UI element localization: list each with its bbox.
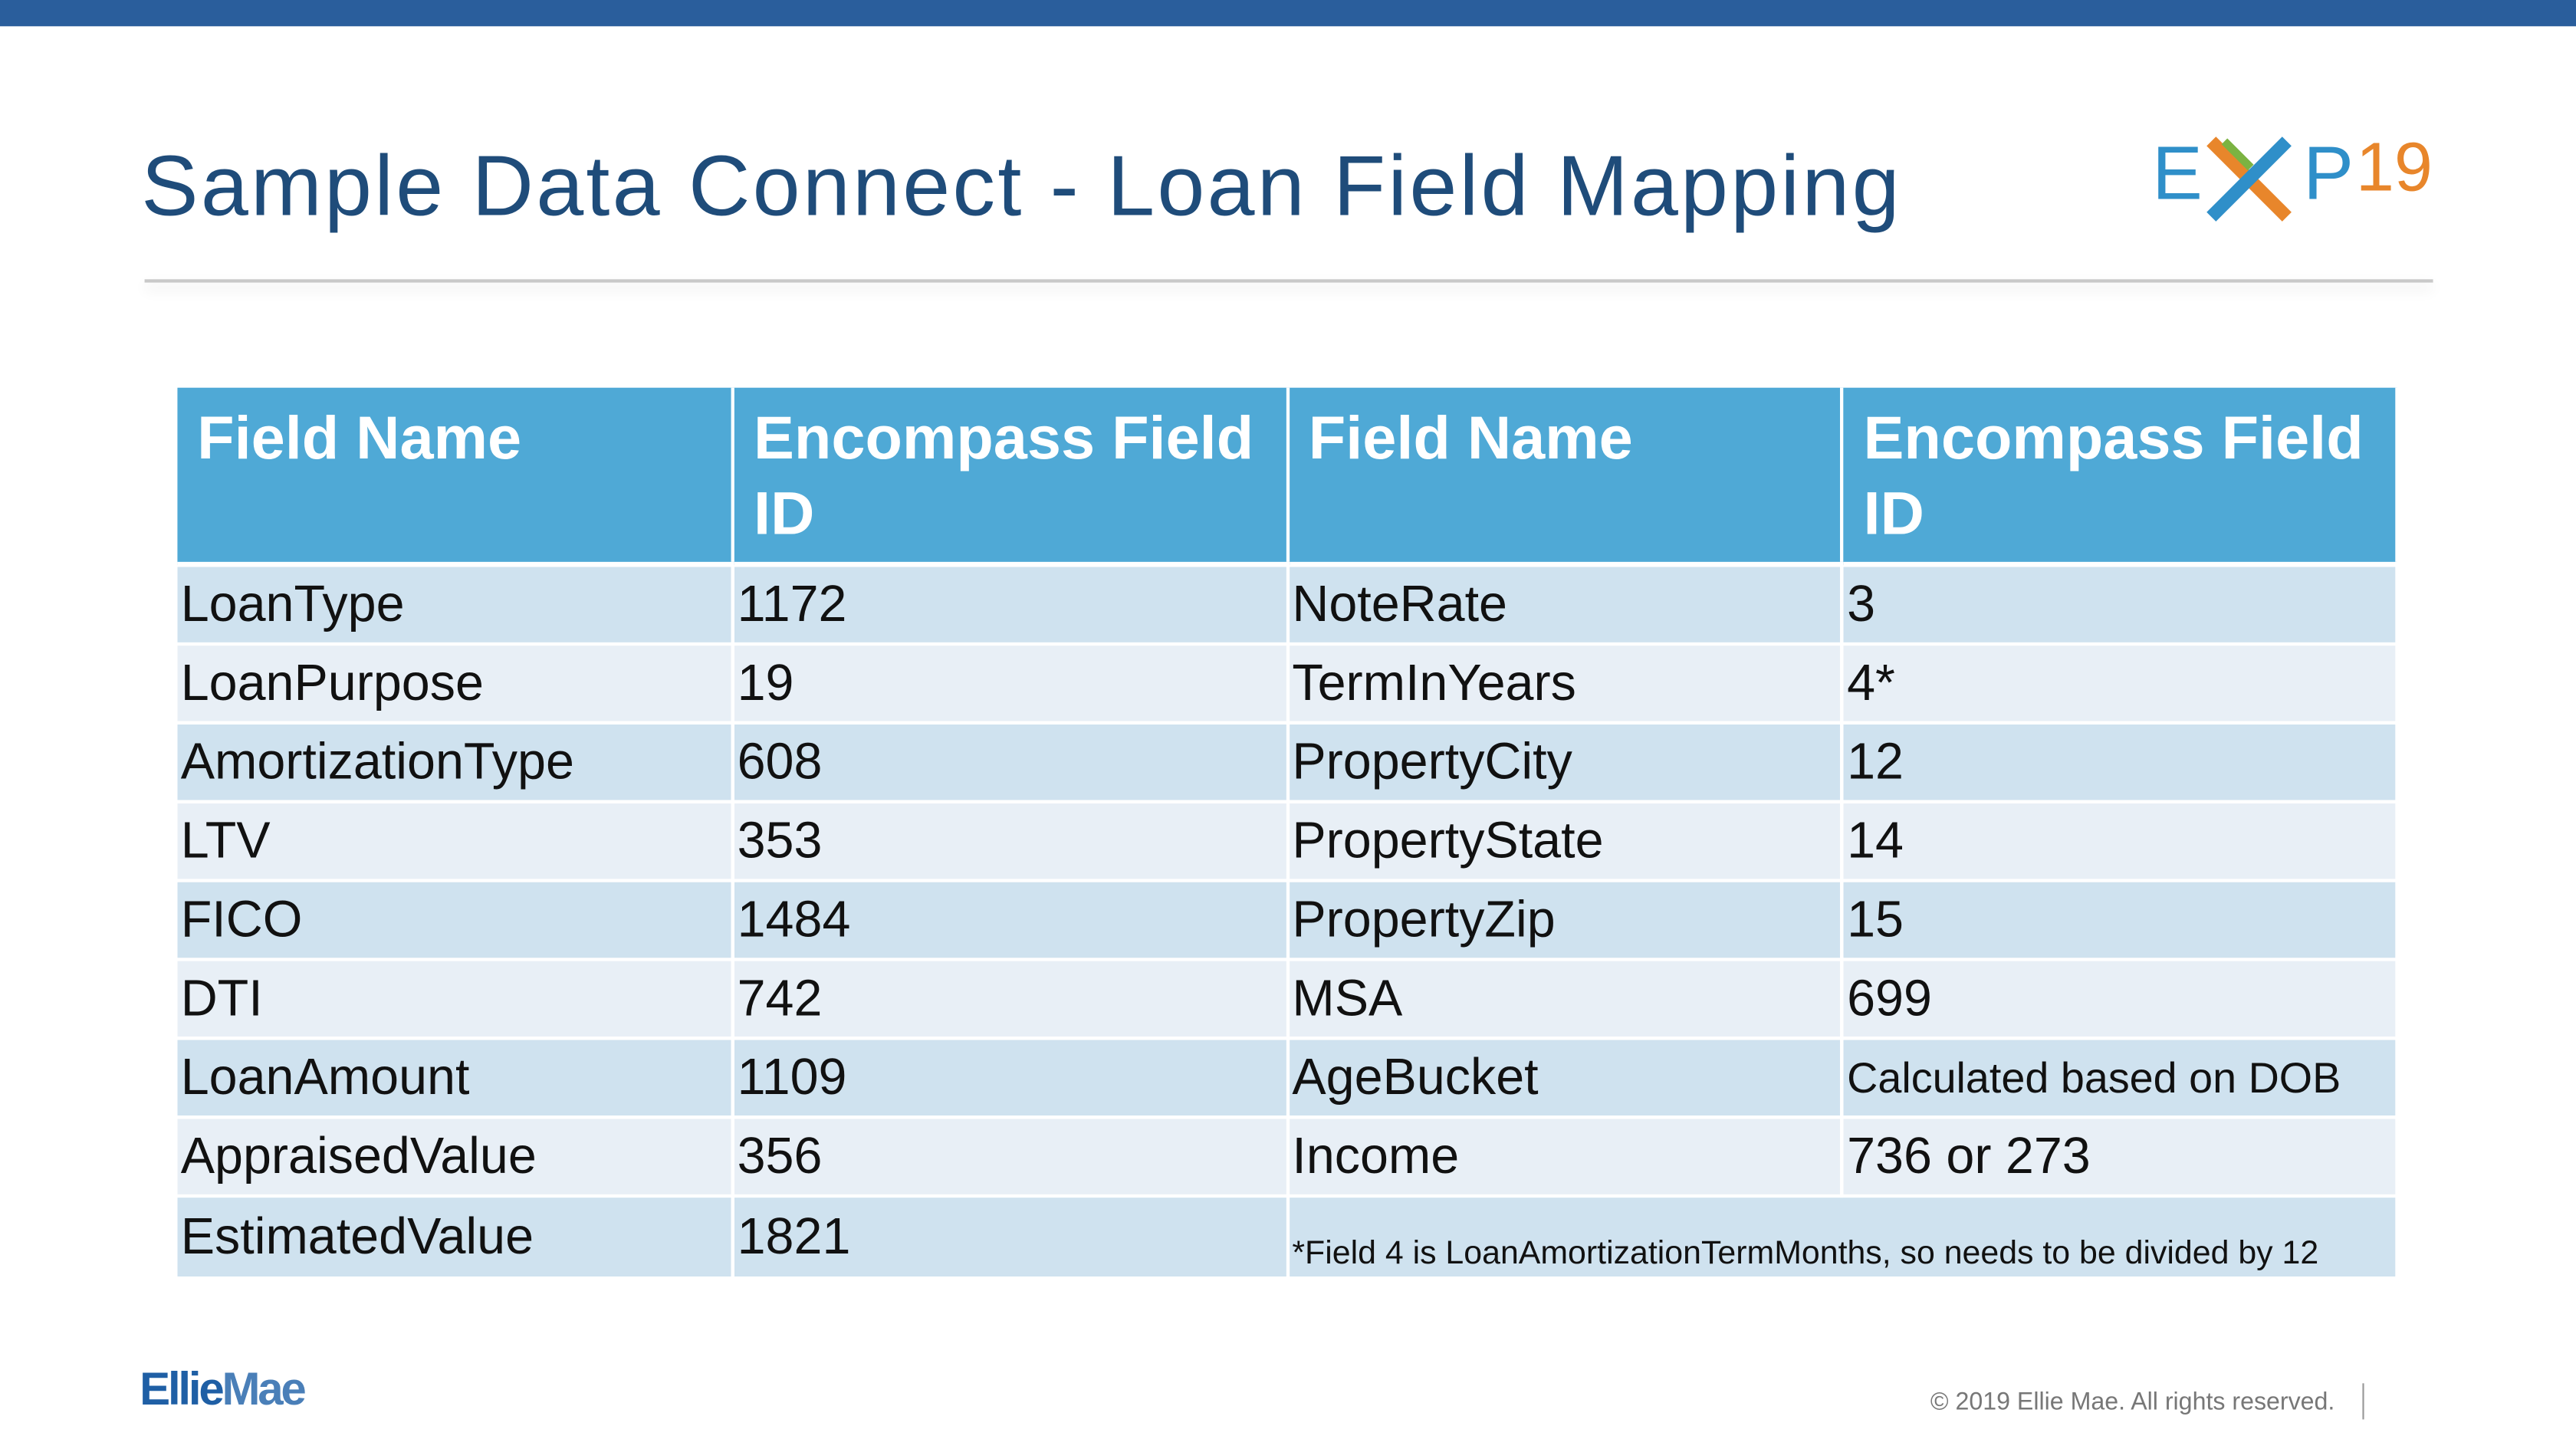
table-cell: 19: [732, 644, 1290, 724]
table-cell: 12: [1842, 722, 2399, 803]
table-cell: Calculated based on DOB: [1842, 1038, 2399, 1119]
event-logo: E P 19: [2152, 128, 2448, 227]
table-cell: PropertyState: [1286, 801, 1844, 882]
table-cell: MSA: [1286, 959, 1844, 1040]
table-cell: PropertyCity: [1286, 722, 1844, 803]
table-row: DTI 742 MSA 699: [177, 959, 2399, 1040]
table-row: LoanType 1172 NoteRate 3: [177, 564, 2399, 646]
table-cell: DTI: [177, 959, 734, 1040]
logo-number: 19: [2355, 128, 2433, 205]
table-cell: 742: [732, 959, 1290, 1040]
table-cell: TermInYears: [1286, 644, 1844, 724]
table-cell: FICO: [177, 880, 734, 961]
table-cell: Income: [1286, 1117, 1844, 1198]
table-cell: EstimatedValue: [177, 1196, 734, 1280]
table-cell: 14: [1842, 801, 2399, 882]
table-cell: NoteRate: [1286, 564, 1844, 646]
brand-part: Mae: [222, 1363, 306, 1414]
column-header: Encompass Field ID: [1842, 387, 2399, 567]
table-cell: 353: [732, 801, 1290, 882]
table-row: LoanAmount 1109 AgeBucket Calculated based …: [177, 1038, 2399, 1119]
table-row: LoanPurpose 19 TermInYears 4*: [177, 644, 2399, 724]
logo-letter: E: [2152, 130, 2203, 215]
table-row: LTV 353 PropertyState 14: [177, 801, 2399, 882]
brand-logo: EllieMae: [140, 1363, 307, 1417]
slide-title: Sample Data Connect - Loan Field Mapping: [141, 140, 1902, 235]
logo-x: [2206, 136, 2292, 222]
table-cell: 3: [1842, 564, 2399, 646]
table-cell: LoanType: [177, 564, 734, 646]
table-cell: 1172: [732, 564, 1290, 646]
table-row: AppraisedValue 356 Income 736 or 273: [177, 1117, 2399, 1198]
mapping-table: Field Name Encompass Field ID Field Name En…: [177, 387, 2399, 1280]
table-row: FICO 1484 PropertyZip 15: [177, 880, 2399, 961]
table-cell: PropertyZip: [1286, 880, 1844, 961]
table-cell: 736 or 273: [1842, 1117, 2399, 1198]
column-header: Field Name: [177, 387, 734, 567]
table-cell: 699: [1842, 959, 2399, 1040]
table-cell: 4*: [1842, 644, 2399, 724]
divider: [144, 279, 2433, 283]
table-row: EstimatedValue 1821 *Field 4 is LoanAmorti…: [177, 1196, 2399, 1280]
table-cell: AgeBucket: [1286, 1038, 1844, 1119]
column-header: Encompass Field ID: [732, 387, 1290, 567]
table-cell: 15: [1842, 880, 2399, 961]
logo-letter: P: [2303, 130, 2354, 215]
brand-part: Ellie: [140, 1363, 225, 1414]
column-header: Field Name: [1286, 387, 1844, 567]
table-cell: AppraisedValue: [177, 1117, 734, 1198]
table-note: *Field 4 is LoanAmortizationTermMonths, …: [1286, 1196, 2399, 1280]
table-cell: 608: [732, 722, 1290, 803]
table-cell: 1484: [732, 880, 1290, 961]
separator: [2362, 1383, 2364, 1420]
table-cell: 1109: [732, 1038, 1290, 1119]
table-cell: AmortizationType: [177, 722, 734, 803]
copyright: © 2019 Ellie Mae. All rights reserved.: [1930, 1388, 2335, 1417]
table-cell: LoanPurpose: [177, 644, 734, 724]
table-cell: LoanAmount: [177, 1038, 734, 1119]
table-cell: 1821: [732, 1196, 1290, 1280]
top-bar: [0, 0, 2576, 27]
table-cell: LTV: [177, 801, 734, 882]
table-row: AmortizationType 608 PropertyCity 12: [177, 722, 2399, 803]
header-row: Field Name Encompass Field ID Field Name En…: [177, 387, 2399, 567]
table-cell: 356: [732, 1117, 1290, 1198]
